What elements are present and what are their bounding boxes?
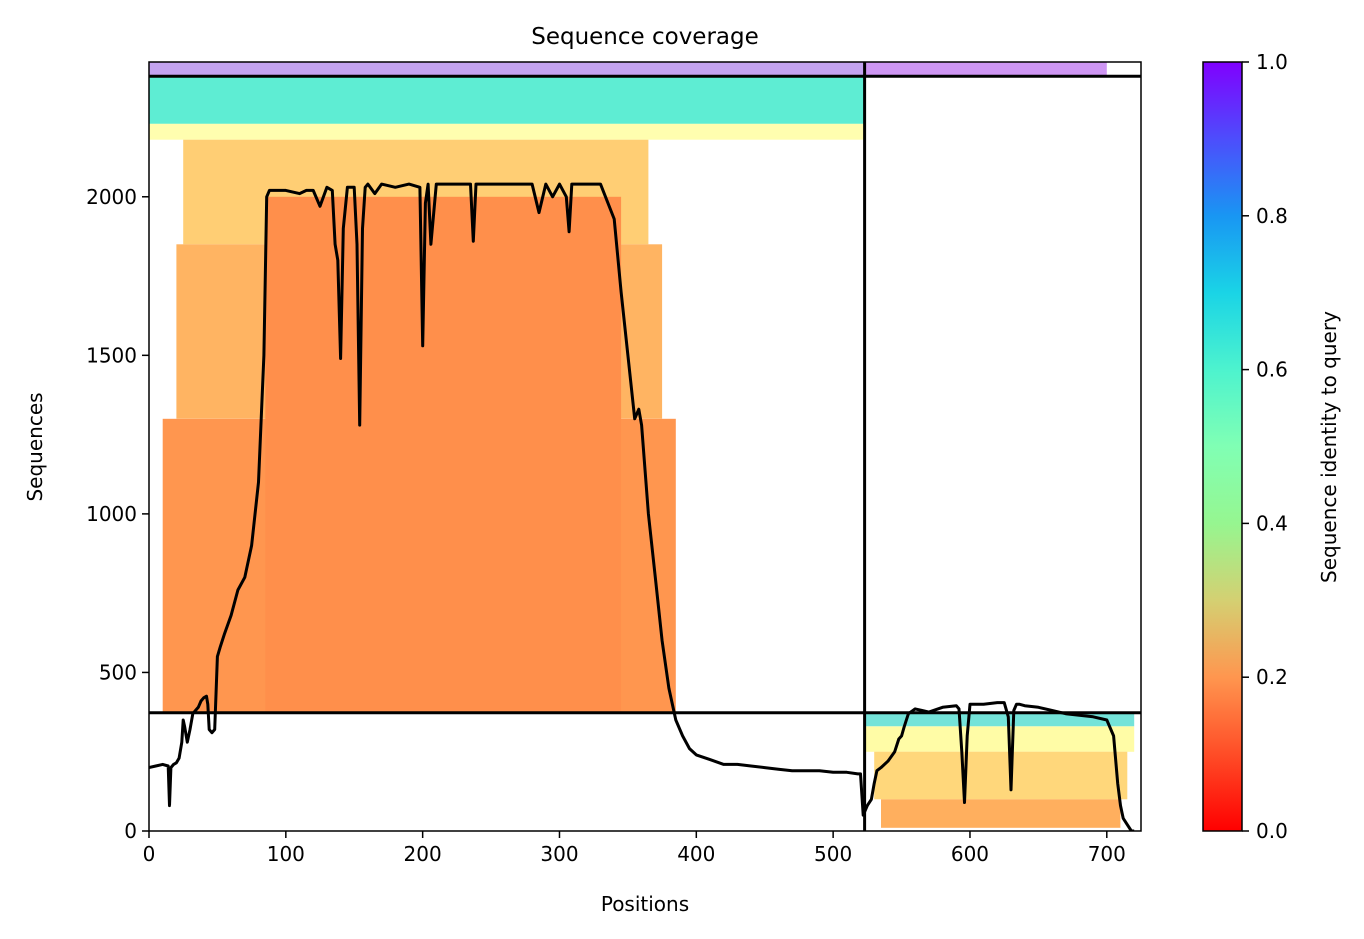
plot-frame: [148, 61, 1142, 832]
coverage-line: [149, 182, 1135, 831]
x-tick-label: 600: [951, 842, 989, 866]
x-axis-label: Positions: [601, 892, 689, 916]
x-tick-label: 200: [404, 842, 442, 866]
colorbar-tick-label: 0.2: [1256, 665, 1288, 689]
coverage-block-11: [881, 799, 1121, 828]
coverage-line-group: [149, 182, 1135, 831]
colorbar-label: Sequence identity to query: [1317, 311, 1341, 583]
colorbar-tick-label: 0.6: [1256, 358, 1288, 382]
coverage-block-10: [874, 751, 1128, 800]
colorbar-tick-label: 1.0: [1256, 50, 1288, 74]
y-axis-label: Sequences: [23, 392, 47, 501]
x-tick-label: 300: [540, 842, 578, 866]
colorbar-ticks: 0.0 0.2 0.4 0.6 0.8 1.0: [1242, 50, 1288, 843]
x-axis-ticks: 0 100 200 300 400 500 600 700: [143, 831, 1126, 866]
coverage-block-0: [149, 62, 865, 77]
coverage-block-2: [149, 76, 865, 124]
y-tick-label: 1000: [86, 502, 137, 526]
coverage-block-1: [864, 62, 1107, 77]
coverage-block-7: [265, 196, 622, 713]
coverage-block-3: [149, 123, 865, 140]
coverage-block-9: [864, 726, 1135, 752]
x-tick-label: 0: [143, 842, 156, 866]
chart-title: Sequence coverage: [531, 24, 759, 50]
x-tick-label: 400: [677, 842, 715, 866]
colorbar-tick-label: 0.4: [1256, 511, 1288, 535]
colorbar: [1202, 61, 1243, 832]
x-tick-label: 500: [814, 842, 852, 866]
y-axis-ticks: 0 500 1000 1500 2000: [86, 185, 149, 843]
colorbar-tick-label: 0.0: [1256, 819, 1288, 843]
y-tick-label: 2000: [86, 185, 137, 209]
boundary-lines: [149, 62, 1141, 831]
coverage-block-8: [864, 712, 1135, 727]
y-tick-label: 0: [124, 819, 137, 843]
y-tick-label: 500: [99, 660, 137, 684]
y-tick-label: 1500: [86, 343, 137, 367]
x-tick-label: 100: [267, 842, 305, 866]
colorbar-tick-label: 0.8: [1256, 204, 1288, 228]
coverage-heatmap: [149, 62, 1135, 828]
x-tick-label: 700: [1088, 842, 1126, 866]
